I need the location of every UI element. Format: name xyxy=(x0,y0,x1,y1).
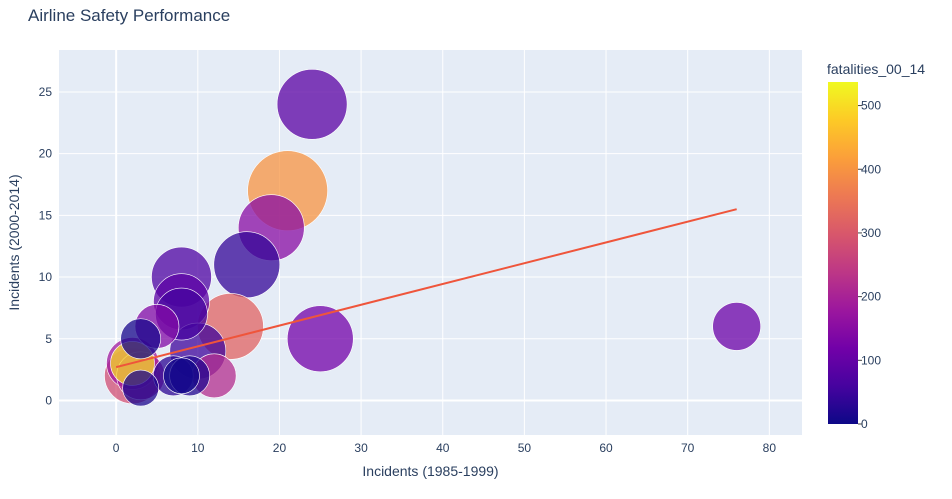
colorbar-tick-label: 200 xyxy=(861,290,881,304)
y-tick-label: 0 xyxy=(45,393,52,407)
x-tick-label: 30 xyxy=(354,441,368,455)
x-tick-label: 60 xyxy=(599,441,613,455)
y-tick-label: 10 xyxy=(39,270,53,284)
x-tick-label: 0 xyxy=(113,441,120,455)
colorbar-tick-label: 300 xyxy=(861,226,881,240)
y-tick-label: 25 xyxy=(39,85,53,99)
y-tick-label: 20 xyxy=(39,147,53,161)
bubble-point[interactable] xyxy=(213,231,281,299)
bubble-point[interactable] xyxy=(163,357,200,395)
bubble-point[interactable] xyxy=(712,302,761,351)
colorbar-ticks: 0 100 200 300 400 500 xyxy=(858,99,881,431)
x-tick-label: 80 xyxy=(763,441,777,455)
colorbar xyxy=(828,82,858,424)
x-tick-label: 40 xyxy=(436,441,450,455)
y-tick-label: 15 xyxy=(39,208,53,222)
colorbar-tick-label: 500 xyxy=(861,99,881,113)
tick-labels: 0 10 20 30 40 50 60 70 80 0 5 10 15 20 25 xyxy=(39,85,777,455)
y-tick-label: 5 xyxy=(45,332,52,346)
y-axis-title: Incidents (2000-2014) xyxy=(6,174,22,310)
colorbar-title: fatalities_00_14 xyxy=(827,61,925,77)
trendline-layer xyxy=(115,208,737,369)
colorbar-tick-label: 100 xyxy=(861,353,881,367)
colorbar-tick-label: 400 xyxy=(861,162,881,176)
x-tick-label: 70 xyxy=(681,441,695,455)
colorbar-tick-label: 0 xyxy=(861,417,868,431)
x-tick-label: 10 xyxy=(191,441,205,455)
bubble-point[interactable] xyxy=(122,369,159,407)
bubble-point[interactable] xyxy=(276,68,348,140)
x-axis-title: Incidents (1985-1999) xyxy=(362,463,498,479)
trendline xyxy=(115,208,737,369)
x-tick-label: 50 xyxy=(518,441,532,455)
x-tick-label: 20 xyxy=(273,441,287,455)
bubble-point[interactable] xyxy=(120,318,161,360)
bubble-point[interactable] xyxy=(286,305,354,373)
scatter-points xyxy=(104,68,761,407)
chart-title: Airline Safety Performance xyxy=(28,6,230,25)
